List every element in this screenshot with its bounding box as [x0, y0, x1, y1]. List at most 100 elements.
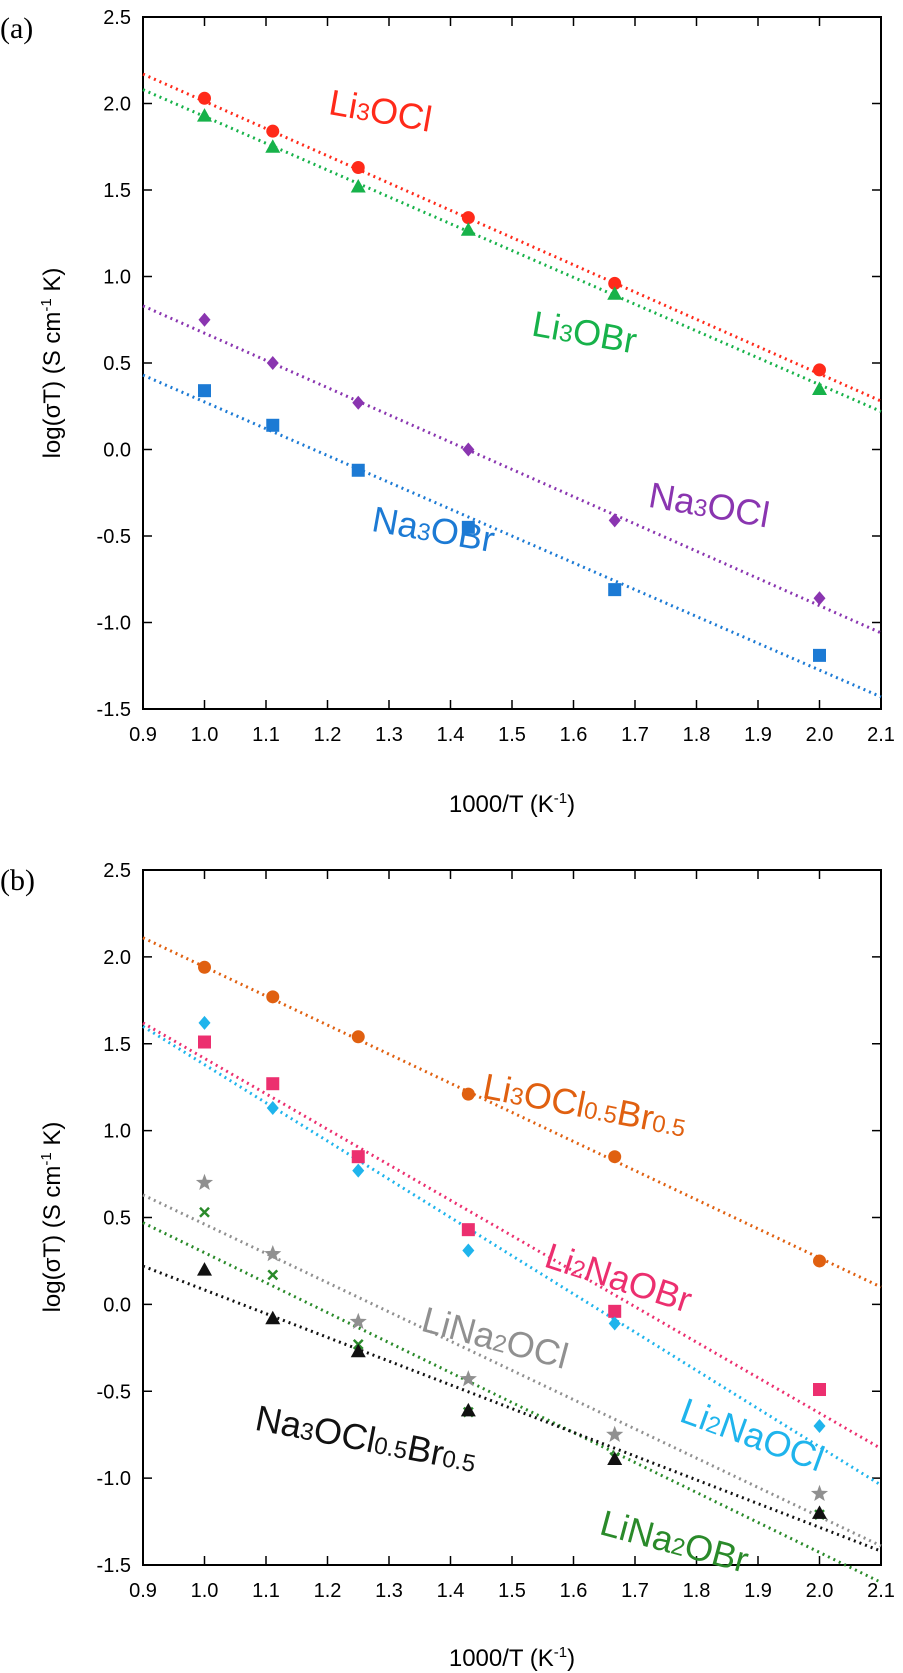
panel-b-fit-line-lina2ocl [142, 1193, 882, 1548]
panel-b-y-tick-labels: 2.5 2.0 1.5 1.0 0.5 0.0 -0.5 -1.0 -1.5 [97, 860, 131, 1577]
panel-a-label: (a) [0, 12, 33, 45]
panel-a-x-tick-labels: 0.9 1.0 1.1 1.2 1.3 1.4 1.5 1.6 1.7 1.8 1.9 2.0 2.1 [129, 724, 895, 746]
panel-b-point-na3ocl0-5br0-5 [812, 1505, 827, 1519]
panel-a-y-axis-title: log(σT) (S cm-1 K) [38, 268, 66, 459]
panel-b-x-tick-label: 1.5 [498, 1580, 526, 1602]
panel-b-fit-line-li2naocl [142, 1025, 882, 1487]
panel-a-point-na3ocl [462, 442, 475, 457]
panel-a-point-li3obr [607, 286, 623, 300]
panel-b-point-li2naocl [608, 1316, 621, 1331]
panel-a-point-na3obr [266, 418, 280, 432]
panel-b-point-lina2obr [199, 1206, 210, 1218]
panel-b-fit-line-li2naobr [142, 1021, 882, 1450]
panel-b-y-tick-label: -1.0 [97, 1468, 131, 1490]
panel-b-series-label-lina2obr: LiNa2OBr [596, 1502, 753, 1581]
panel-b-point-li2naobr [813, 1383, 826, 1397]
panel-a-x-tick-label: 1.0 [191, 724, 219, 746]
panel-b-x-axis-title: 1000/T (K-1) [449, 1644, 575, 1672]
panel-a-point-li3obr [197, 108, 212, 122]
panel-b-fit-line-na3ocl0-5br0-5 [142, 1264, 882, 1553]
panel-a-x-tick-label: 0.9 [129, 724, 157, 746]
panel-b-point-lina2ocl [810, 1484, 829, 1501]
panel-a-point-li3ocl [198, 91, 211, 105]
panel-b-x-tick-label: 2.1 [867, 1580, 895, 1602]
panel-b-x-tick-label: 1.1 [252, 1580, 280, 1602]
panel-a-point-li3ocl [266, 124, 280, 138]
panel-a-fit-line-li3ocl [142, 72, 882, 403]
panel-b-point-lina2ocl [264, 1245, 282, 1262]
panel-a-point-na3obr [198, 384, 211, 398]
panel-a-point-na3ocl [813, 591, 826, 606]
panel-b-fit-line-li3ocl0-5br0-5 [142, 936, 882, 1289]
panel-b-point-na3ocl0-5br0-5 [607, 1451, 623, 1466]
panel-b-point-na3ocl0-5br0-5 [197, 1262, 212, 1276]
panel-b-point-lina2ocl [195, 1173, 214, 1190]
panel-a-x-axis-title: 1000/T (K-1) [449, 790, 575, 818]
panel-b-point-li2naocl [352, 1163, 365, 1178]
panel-b-fit-line-lina2obr [142, 1221, 882, 1584]
panel-b-label: (b) [0, 864, 35, 897]
panel-a-fit-line-na3ocl [142, 304, 882, 635]
panel-a-y-tick-label: 1.5 [103, 180, 131, 202]
panel-b-chart: (b) 0.9 1.0 1.1 1.2 1.3 1.4 1.5 1.6 1.7 1.8 1.9 2.0… [0, 860, 895, 1672]
panel-b-point-li2naocl [462, 1243, 475, 1258]
panel-a-x-tick-label: 1.9 [744, 724, 772, 746]
panel-a-point-na3obr [813, 648, 826, 662]
panel-a-ticks [142, 16, 882, 710]
panel-a-y-tick-label: -0.5 [97, 526, 131, 548]
panel-b-series-label-na3ocl0-5br0-5: Na3OCl0.5Br0.5 [252, 1397, 480, 1480]
panel-a-x-tick-label: 1.1 [252, 724, 280, 746]
panel-a-series-label-li3ocl: Li3OCl [326, 81, 435, 139]
panel-a-point-na3obr [461, 520, 475, 534]
panel-a-y-tick-label: 0.5 [103, 353, 131, 375]
panel-a-point-li3ocl [461, 211, 475, 225]
panel-a-x-tick-label: 2.1 [867, 724, 895, 746]
panel-a-x-tick-label: 1.8 [683, 724, 711, 746]
panel-a-y-tick-labels: 2.5 2.0 1.5 1.0 0.5 0.0 -0.5 -1.0 -1.5 [97, 7, 131, 721]
panel-a-fit-line-na3obr [142, 373, 882, 699]
panel-a-markers [197, 91, 827, 662]
panel-b-point-li2naobr [608, 1304, 622, 1318]
panel-a-series-label-na3obr: Na3OBr [369, 498, 498, 560]
panel-b-y-tick-label: 2.5 [103, 860, 131, 882]
panel-a-y-tick-label: -1.0 [97, 613, 131, 635]
panel-b-series-label-li2naocl: Li2NaOCl [675, 1390, 829, 1480]
panel-b-point-li2naocl [266, 1101, 279, 1116]
panel-b-point-li3ocl0-5br0-5 [266, 990, 280, 1004]
panel-b-x-tick-label: 1.9 [744, 1580, 772, 1602]
panel-b-point-li3ocl0-5br0-5 [608, 1150, 622, 1164]
panel-b-point-lina2obr [267, 1269, 279, 1281]
panel-b-point-li3ocl0-5br0-5 [461, 1087, 475, 1101]
panel-a-y-tick-label: -1.5 [97, 699, 131, 721]
panel-b-series-labels: Li3OCl0.5Br0.5Li2NaOBrLi2NaOClLiNa2OClLi… [252, 1065, 830, 1580]
panel-b-x-tick-label: 1.7 [621, 1580, 649, 1602]
panel-a-fit-line-li3obr [142, 88, 882, 413]
panel-b-x-tick-label: 1.2 [314, 1580, 342, 1602]
panel-a-point-na3ocl [352, 395, 365, 410]
panel-b-y-tick-label: 1.0 [103, 1121, 131, 1143]
panel-a-point-li3obr [812, 381, 827, 395]
panel-a-point-li3obr [265, 139, 281, 153]
panel-a-chart: (a) 0.9 1.0 1.1 1.2 1.3 1.4 1.5 1.6 1.7 1.8 1.9 2.0… [0, 7, 895, 818]
panel-a-point-li3obr [350, 179, 366, 193]
panel-a-point-na3obr [608, 583, 622, 597]
panel-b-point-li3ocl0-5br0-5 [198, 960, 211, 974]
panel-a-y-tick-label: 0.0 [103, 440, 131, 462]
panel-b-ticks [142, 869, 882, 1566]
panel-a-series-label-li3obr: Li3OBr [529, 303, 640, 362]
panel-b-markers [195, 960, 829, 1520]
panel-a-x-tick-label: 1.3 [375, 724, 403, 746]
panel-b-x-tick-labels: 0.9 1.0 1.1 1.2 1.3 1.4 1.5 1.6 1.7 1.8 1.9 2.0 2.1 [129, 1580, 895, 1602]
panel-a-x-tick-label: 1.6 [560, 724, 588, 746]
panel-b-point-lina2ocl [349, 1312, 367, 1329]
panel-b-point-li2naobr [266, 1077, 280, 1091]
panel-a-point-na3ocl [266, 356, 279, 370]
panel-b-y-tick-label: 0.5 [103, 1208, 131, 1230]
panel-b-point-li2naobr [198, 1035, 211, 1049]
panel-a-y-tick-label: 2.0 [103, 94, 131, 116]
panel-b-point-li2naobr [461, 1223, 475, 1237]
panel-a-x-tick-label: 1.2 [314, 724, 342, 746]
panel-a-point-li3ocl [608, 276, 622, 290]
panel-b-y-tick-label: 0.0 [103, 1294, 131, 1316]
panel-b-y-axis-title: log(σT) (S cm-1 K) [38, 1122, 66, 1313]
